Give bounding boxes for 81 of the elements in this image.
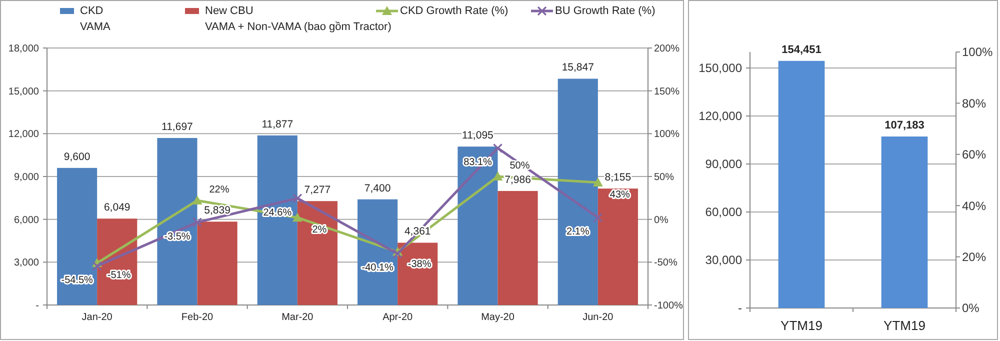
x-tick-label: YTM19 — [884, 318, 926, 333]
point — [392, 248, 402, 258]
legend-label: New CBU — [205, 5, 254, 18]
point — [192, 218, 202, 228]
bar — [458, 146, 498, 305]
data-label: 11,877 — [262, 118, 294, 130]
y-tick-label: 12,000 — [8, 129, 40, 140]
x-tick-label: Apr-20 — [382, 312, 414, 323]
legend-label: CKD — [80, 5, 104, 18]
y-tick-label: 18,000 — [8, 44, 40, 54]
data-label: 22% — [209, 184, 230, 196]
legend-label: CKD Growth Rate (%) — [400, 5, 508, 18]
y2-tick-label: 50% — [654, 172, 674, 183]
data-label: 2.1% — [566, 226, 590, 238]
bar — [498, 190, 538, 305]
data-label: -38% — [408, 258, 432, 270]
point — [492, 143, 503, 153]
y2-tick-label: -50% — [654, 258, 678, 269]
y2-tick-label: 100% — [962, 45, 994, 60]
y2-tick-label: 60% — [962, 148, 986, 162]
data-label: -3.5% — [164, 231, 190, 242]
y-tick-label: - — [36, 300, 39, 312]
legend-label: BU Growth Rate (%) — [555, 5, 656, 18]
y2-tick-label: -100% — [654, 300, 684, 312]
data-label: 107,183 — [884, 120, 924, 132]
data-label: 11,095 — [462, 130, 494, 142]
bar — [297, 201, 338, 305]
data-label: 43% — [610, 189, 630, 200]
y-tick-label: 120,000 — [698, 109, 742, 124]
data-label: -51% — [107, 270, 131, 282]
y2-tick-label: 80% — [962, 96, 986, 110]
point — [492, 172, 503, 180]
y-tick-label: 3,000 — [14, 258, 40, 269]
y-tick-label: 30,000 — [705, 253, 742, 268]
data-label: 154,451 — [782, 44, 822, 56]
y-tick-label: 15,000 — [8, 86, 40, 98]
data-label: 5,839 — [204, 204, 231, 217]
data-label: 2% — [312, 224, 327, 236]
y-tick-label: - — [738, 301, 742, 316]
data-label: -40.1% — [362, 262, 394, 274]
point — [292, 193, 302, 204]
x-tick-label: May-20 — [481, 312, 515, 323]
bar — [57, 168, 98, 305]
point — [92, 261, 102, 271]
point — [593, 212, 603, 222]
y2-tick-label: 150% — [654, 86, 680, 98]
x-tick-label: Mar-20 — [282, 312, 314, 323]
y2-tick-label: 200% — [654, 44, 680, 54]
x-tick-label: Feb-20 — [181, 312, 214, 323]
data-label: 9,600 — [64, 150, 90, 163]
bar — [197, 222, 238, 305]
point — [592, 177, 603, 186]
x-tick-label: Jun-20 — [582, 312, 614, 323]
y-tick-label: 150,000 — [698, 61, 742, 76]
point — [292, 212, 302, 222]
y-tick-label: 9,000 — [14, 172, 40, 183]
point — [192, 195, 202, 204]
bar — [257, 135, 298, 305]
data-label: 15,847 — [562, 62, 594, 74]
x-tick-label: YTM19 — [780, 318, 822, 333]
bar — [157, 138, 198, 305]
text: VAMA — [80, 21, 112, 34]
bar — [598, 188, 638, 305]
y2-tick-label: 40% — [962, 198, 986, 213]
y2-tick-label: 20% — [962, 250, 986, 264]
data-label: -54.5% — [61, 275, 94, 286]
y2-tick-label: 0% — [962, 301, 980, 316]
data-label: 7,400 — [364, 182, 391, 194]
data-label: 6,049 — [104, 202, 130, 214]
data-label: 8,155 — [604, 172, 632, 184]
x-tick-label: Jan-20 — [82, 312, 113, 323]
text: VAMA + Non-VAMA (bao gồm Tractor) — [205, 21, 392, 34]
y2-tick-label: 100% — [654, 129, 680, 140]
bar — [558, 78, 598, 305]
y2-tick-label: 0% — [654, 214, 669, 226]
data-label: 11,697 — [162, 120, 194, 133]
y-tick-label: 90,000 — [705, 157, 742, 172]
y-tick-label: 6,000 — [14, 214, 40, 226]
data-label: 7,277 — [304, 184, 331, 196]
data-label: 83.1% — [464, 157, 492, 168]
y-tick-label: 60,000 — [705, 205, 742, 220]
